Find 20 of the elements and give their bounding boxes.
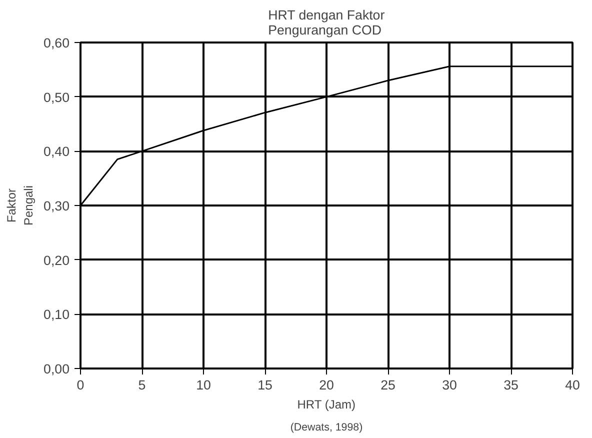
text: (Dewats, 1998): [290, 422, 363, 434]
x-tick-label: 15: [258, 378, 272, 392]
y-tick-label: 0,30: [44, 198, 70, 214]
y-tick-label: 0,60: [44, 36, 70, 50]
x-tick-label: 0: [76, 378, 84, 392]
x-tick-label: 10: [196, 378, 211, 392]
x-tick-label: 30: [442, 378, 457, 392]
x-axis-title: HRT (Jam): [297, 398, 356, 412]
x-tick-label: 20: [319, 378, 334, 392]
x-tick-label: 40: [565, 378, 580, 392]
y-tick-label: 0,10: [44, 307, 70, 322]
x-tick-label: 25: [380, 378, 396, 392]
y-axis-title: Faktor Pengali: [4, 185, 36, 226]
y-tick-label: 0,20: [44, 252, 70, 268]
y-tick-label: 0,00: [44, 362, 70, 376]
x-tick-label: 5: [138, 378, 146, 392]
x-tick-label: 35: [504, 378, 518, 392]
y-tick-label: 0,50: [44, 90, 70, 105]
chart-title: HRT dengan Faktor Pengurangan COD: [268, 8, 386, 38]
y-tick-label: 0,40: [44, 144, 70, 160]
